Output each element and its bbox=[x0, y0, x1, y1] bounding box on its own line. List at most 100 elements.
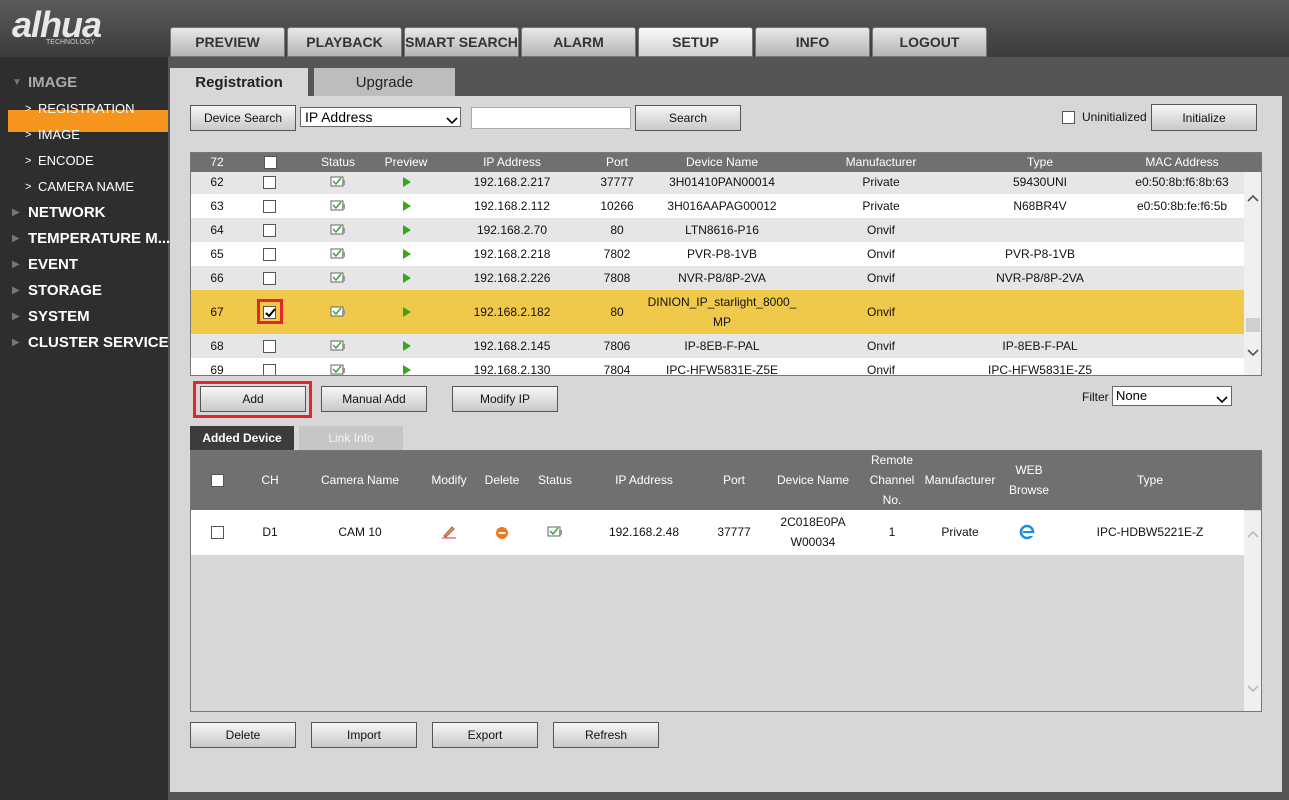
sidebar-item[interactable]: SYSTEM bbox=[28, 307, 90, 325]
preview-icon bbox=[399, 305, 413, 319]
refresh-button[interactable]: Refresh bbox=[553, 722, 659, 748]
scroll-down bbox=[1246, 346, 1260, 358]
nav-tab[interactable]: PREVIEW bbox=[170, 27, 285, 57]
nav-tab[interactable]: INFO bbox=[755, 27, 870, 57]
checkbox[interactable] bbox=[263, 176, 276, 189]
cell-name: NVR-P8/8P-2VA bbox=[678, 271, 766, 285]
sidebar-item[interactable]: IMAGE bbox=[28, 73, 78, 91]
column-header: IP Address bbox=[483, 155, 541, 169]
delete-icon bbox=[495, 526, 509, 540]
checkbox[interactable] bbox=[211, 526, 224, 539]
checkbox[interactable] bbox=[263, 364, 276, 375]
table-row[interactable]: 66 192.168.2.226 7808 NVR-P8/8P-2VA Onvif NVR… bbox=[191, 266, 1244, 290]
page-tab[interactable]: Registration bbox=[170, 68, 308, 96]
nav-tab[interactable]: SETUP bbox=[638, 27, 753, 57]
column-header: Device Name bbox=[776, 473, 850, 487]
column-header: Manufacturer bbox=[845, 155, 917, 169]
cell-name: DINION_IP_starlight_8000_MP bbox=[647, 295, 797, 329]
export-button[interactable]: Export bbox=[432, 722, 538, 748]
sidebar-item[interactable]: CAMERA NAME bbox=[38, 178, 135, 194]
cell-type: 59430UNI bbox=[1012, 175, 1068, 189]
nav-tab[interactable]: SMART SEARCH bbox=[404, 27, 519, 57]
sidebar-item[interactable]: IMAGE bbox=[38, 126, 80, 142]
preview-icon bbox=[399, 199, 413, 213]
status-icon bbox=[330, 339, 346, 353]
page-tab[interactable]: Upgrade bbox=[314, 68, 455, 96]
search-button[interactable]: Search bbox=[635, 105, 741, 131]
scroll-down-svg bbox=[1247, 349, 1259, 357]
device-search-button[interactable]: Device Search bbox=[190, 105, 296, 131]
sub-tab[interactable]: Added Device bbox=[190, 426, 294, 450]
check-mark bbox=[265, 308, 276, 318]
sidebar-item[interactable]: CLUSTER SERVICE bbox=[28, 333, 169, 351]
status-icon bbox=[330, 363, 346, 375]
table-row[interactable] bbox=[191, 510, 1244, 555]
status-icon-svg bbox=[330, 200, 345, 211]
checkbox[interactable] bbox=[263, 200, 276, 213]
checkbox[interactable] bbox=[1062, 111, 1075, 124]
status-icon-svg bbox=[547, 526, 562, 537]
cell-manufacturer: Onvif bbox=[866, 271, 896, 285]
column-header: Device Name bbox=[685, 155, 759, 169]
delete-button[interactable]: Delete bbox=[190, 722, 296, 748]
status-icon-svg bbox=[330, 306, 345, 317]
sidebar-item[interactable]: REGISTRATION bbox=[38, 100, 135, 116]
nav-tab[interactable]: LOGOUT bbox=[872, 27, 987, 57]
cell-manufacturer: Private bbox=[941, 525, 979, 539]
checkbox[interactable] bbox=[263, 272, 276, 285]
checkbox[interactable] bbox=[263, 306, 276, 319]
sub-tab[interactable]: Link Info bbox=[299, 426, 403, 450]
cell-port: 37777 bbox=[600, 175, 634, 189]
preview-icon-svg bbox=[403, 365, 411, 375]
web-browse-icon-svg bbox=[1019, 524, 1035, 540]
initialize-button[interactable]: Initialize bbox=[1151, 104, 1257, 131]
select-arrow bbox=[445, 112, 459, 125]
modify-ip-button[interactable]: Modify IP bbox=[452, 386, 558, 412]
table-row[interactable]: 62 192.168.2.217 37777 3H01410PAN00014 Priva… bbox=[191, 172, 1244, 194]
sidebar-item[interactable]: TEMPERATURE M... bbox=[28, 229, 171, 247]
filter-label: Filter bbox=[1082, 390, 1109, 404]
column-header: Type bbox=[1136, 473, 1164, 487]
cell-manufacturer: Onvif bbox=[866, 363, 896, 375]
checkbox[interactable] bbox=[263, 224, 276, 237]
table-row[interactable]: 68 192.168.2.145 7806 IP-8EB-F-PAL Onvif IP-8… bbox=[191, 334, 1244, 358]
sidebar-item[interactable]: EVENT bbox=[28, 255, 79, 273]
status-icon bbox=[330, 175, 346, 189]
add-button[interactable]: Add bbox=[200, 386, 306, 412]
delete-icon-svg bbox=[496, 527, 508, 539]
sidebar-arrow: > bbox=[25, 129, 32, 141]
import-button[interactable]: Import bbox=[311, 722, 417, 748]
preview-icon-svg bbox=[403, 249, 411, 259]
scroll-thumb[interactable] bbox=[1246, 318, 1260, 332]
sidebar-item[interactable]: STORAGE bbox=[28, 281, 102, 299]
preview-icon bbox=[399, 175, 413, 189]
checkbox[interactable] bbox=[264, 156, 277, 169]
checkbox[interactable] bbox=[263, 248, 276, 261]
table-row[interactable]: 63 192.168.2.112 10266 3H016AAPAG00012 Priva… bbox=[191, 194, 1244, 218]
cell-port: 7808 bbox=[603, 271, 631, 285]
nav-tab[interactable]: ALARM bbox=[521, 27, 636, 57]
row-number: 68 bbox=[210, 339, 224, 353]
web-browse-icon bbox=[1019, 524, 1035, 540]
sidebar-item[interactable]: ENCODE bbox=[38, 152, 94, 168]
sidebar-item[interactable]: NETWORK bbox=[28, 203, 106, 221]
preview-icon-svg bbox=[403, 201, 411, 211]
checkbox[interactable] bbox=[211, 474, 224, 487]
filter-select[interactable]: None bbox=[1112, 386, 1232, 406]
nav-tab[interactable]: PLAYBACK bbox=[287, 27, 402, 57]
table-row[interactable]: 65 192.168.2.218 7802 PVR-P8-1VB Onvif PVR-P8… bbox=[191, 242, 1244, 266]
table-row[interactable]: 64 192.168.2.70 80 LTN8616-P16 Onvif bbox=[191, 218, 1244, 242]
table-row[interactable]: 69 192.168.2.130 7804 IPC-HFW5831E-Z5E Onvif… bbox=[191, 358, 1244, 375]
sidebar-arrow: > bbox=[25, 155, 32, 167]
column-header: Remote Channel No. bbox=[869, 453, 915, 507]
search-input[interactable] bbox=[471, 107, 631, 129]
table-row[interactable]: 67 192.168.2.182 80 DINION_IP_starlight_800… bbox=[191, 290, 1244, 334]
header-count: 72 bbox=[210, 155, 224, 169]
checkbox[interactable] bbox=[263, 340, 276, 353]
preview-icon-svg bbox=[403, 177, 411, 187]
search-by-select[interactable]: IP Address bbox=[300, 107, 461, 127]
manual-add-button[interactable]: Manual Add bbox=[321, 386, 427, 412]
scrollbar[interactable] bbox=[1244, 511, 1261, 711]
cell-name: IPC-HFW5831E-Z5E bbox=[665, 363, 779, 375]
cell-ip: 192.168.2.182 bbox=[473, 305, 551, 319]
